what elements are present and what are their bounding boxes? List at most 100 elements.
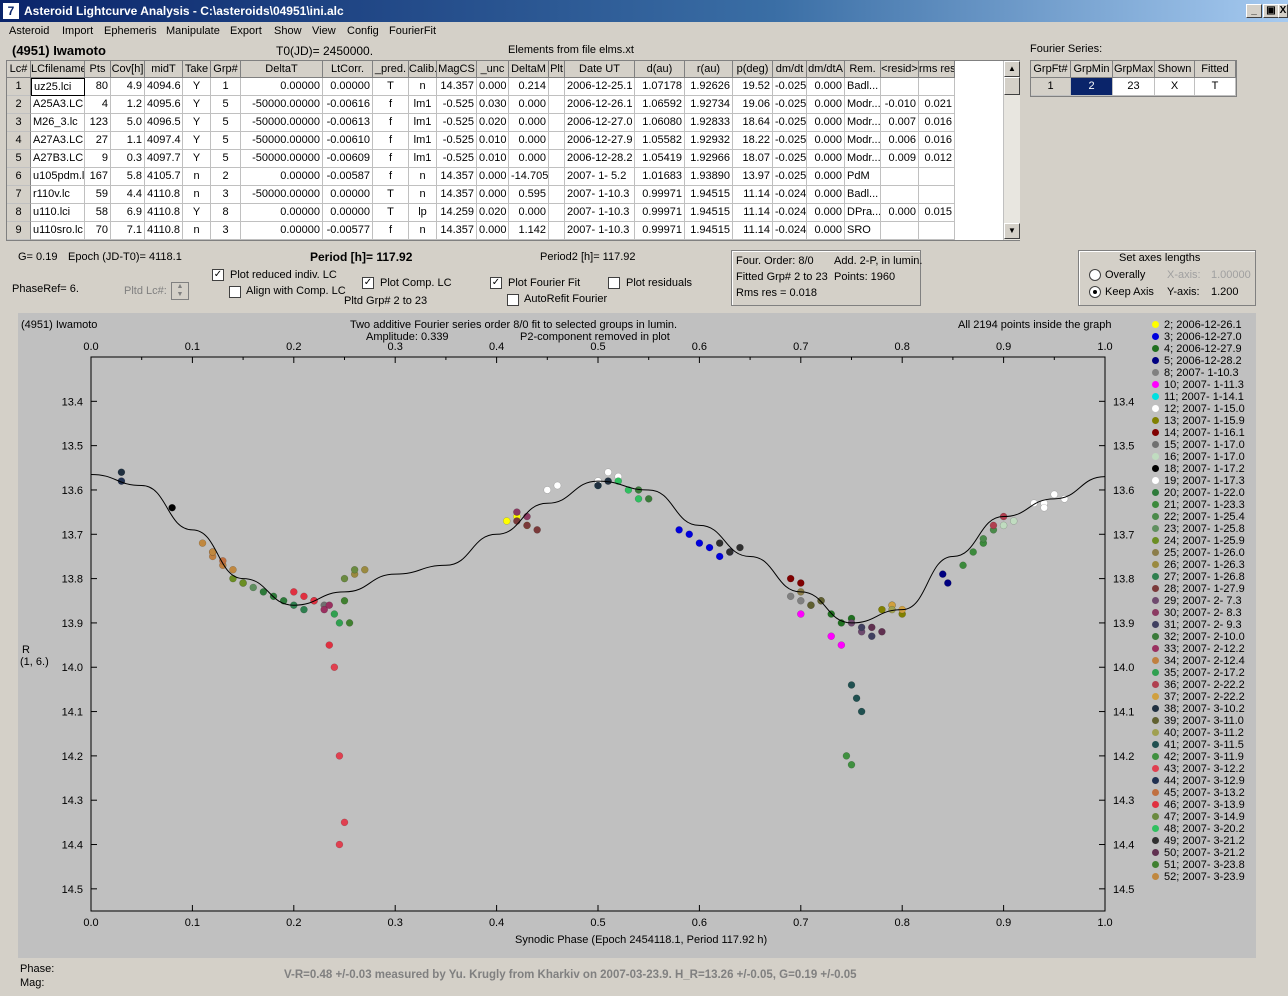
- table-cell: -0.025: [773, 150, 807, 168]
- table-cell: Modr...: [845, 96, 881, 114]
- table-cell: 1.92626: [685, 78, 733, 96]
- table-header-17[interactable]: r(au): [685, 61, 733, 78]
- menu-view[interactable]: View: [312, 25, 336, 37]
- legend-label: 52; 2007- 3-23.9: [1164, 871, 1245, 883]
- table-header-15[interactable]: Date UT: [565, 61, 635, 78]
- fourier-cell[interactable]: X: [1155, 78, 1195, 96]
- autorefit-label: AutoRefit Fourier: [524, 293, 608, 305]
- fourier-header-0[interactable]: GrpFt#: [1031, 61, 1071, 78]
- four-points: Points: 1960: [834, 271, 896, 283]
- table-header-21[interactable]: Rem.: [845, 61, 881, 78]
- x-axis-value[interactable]: 1.00000: [1211, 269, 1251, 281]
- maximize-button[interactable]: ▣: [1263, 4, 1279, 18]
- plot-fourier-checkbox[interactable]: ✓: [490, 277, 502, 289]
- legend-label: 39; 2007- 3-11.0: [1164, 715, 1244, 727]
- table-cell: 0.020: [477, 114, 509, 132]
- table-header-14[interactable]: Plt: [549, 61, 565, 78]
- data-point: [644, 495, 653, 503]
- table-row-header[interactable]: 7: [7, 186, 31, 204]
- table-row-header[interactable]: 1: [7, 78, 31, 96]
- table-header-19[interactable]: dm/dt: [773, 61, 807, 78]
- menu-show[interactable]: Show: [274, 25, 302, 37]
- table-header-3[interactable]: Cov[h]: [111, 61, 145, 78]
- data-point: [786, 592, 795, 601]
- table-header-0[interactable]: Lc#: [7, 61, 31, 78]
- table-header-23[interactable]: rms res: [919, 61, 955, 78]
- plot-residuals-checkbox[interactable]: [608, 277, 620, 289]
- align-checkbox[interactable]: [229, 286, 241, 298]
- menu-fourierfit[interactable]: FourierFit: [389, 25, 437, 37]
- table-header-22[interactable]: <resid>: [881, 61, 919, 78]
- fourier-cell[interactable]: T: [1195, 78, 1236, 96]
- table-cell: u105pdm.lc: [31, 168, 85, 186]
- data-point: [340, 818, 349, 827]
- minimize-button[interactable]: _: [1246, 4, 1262, 18]
- table-scrollbar[interactable]: ▲ ▼: [1003, 61, 1020, 240]
- menu-config[interactable]: Config: [347, 25, 379, 37]
- fourier-header-3[interactable]: Shown: [1155, 61, 1195, 78]
- table-header-6[interactable]: Grp#: [211, 61, 241, 78]
- table-header-2[interactable]: Pts: [85, 61, 111, 78]
- table-header-20[interactable]: dm/dtA: [807, 61, 845, 78]
- table-cell: -50000.00000: [241, 150, 323, 168]
- fourier-header-2[interactable]: GrpMax: [1113, 61, 1155, 78]
- overally-radio[interactable]: [1089, 269, 1101, 281]
- y-axis-value[interactable]: 1.200: [1211, 286, 1239, 298]
- lightcurve-plot[interactable]: 0.0 0.0 0.1 0.1 0.2 0.2 0.3 0.3 0.4 0.4 0.5 0.5 0.6 0…: [18, 313, 1256, 958]
- fourier-cell[interactable]: 1: [1031, 78, 1071, 96]
- table-cell: 2006-12-27.0: [565, 114, 635, 132]
- lightcurve-table[interactable]: Lc# LCfilename Pts Cov[h] midT Take Grp# DeltaT…: [6, 60, 1020, 241]
- table-cell: 0.000: [509, 132, 549, 150]
- table-header-1[interactable]: LCfilename: [31, 61, 85, 78]
- table-row-header[interactable]: 6: [7, 168, 31, 186]
- autorefit-checkbox[interactable]: [507, 294, 519, 306]
- fourier-cell[interactable]: 23: [1113, 78, 1155, 96]
- table-header-7[interactable]: DeltaT: [241, 61, 323, 78]
- fourier-header-4[interactable]: Fitted: [1195, 61, 1236, 78]
- table-cell: 0.010: [477, 132, 509, 150]
- table-header-9[interactable]: _pred.: [373, 61, 409, 78]
- menu-export[interactable]: Export: [230, 25, 262, 37]
- table-header-18[interactable]: p(deg): [733, 61, 773, 78]
- scroll-up-button[interactable]: ▲: [1004, 61, 1020, 77]
- table-cell: T: [373, 186, 409, 204]
- table-row-header[interactable]: 9: [7, 222, 31, 240]
- x-tick-label-bottom: 0.1: [185, 917, 200, 929]
- table-row-header[interactable]: 3: [7, 114, 31, 132]
- menu-manipulate[interactable]: Manipulate: [166, 25, 220, 37]
- scroll-thumb[interactable]: [1004, 77, 1020, 95]
- close-button[interactable]: X: [1278, 4, 1288, 18]
- table-header-4[interactable]: midT: [145, 61, 183, 78]
- legend-swatch: [1152, 861, 1159, 868]
- table-cell: SRO: [845, 222, 881, 240]
- table-header-12[interactable]: _unc: [477, 61, 509, 78]
- table-cell: [549, 186, 565, 204]
- table-cell: -0.024: [773, 186, 807, 204]
- fourier-header-1[interactable]: GrpMin: [1071, 61, 1113, 78]
- legend-item: 26; 2007- 1-26.3: [1152, 559, 1245, 571]
- menu-asteroid[interactable]: Asteroid: [9, 25, 50, 37]
- plot-reduced-checkbox[interactable]: ✓: [212, 269, 224, 281]
- menu-import[interactable]: Import: [62, 25, 94, 37]
- table-header-16[interactable]: d(au): [635, 61, 685, 78]
- legend-swatch: [1152, 777, 1159, 784]
- table-row-header[interactable]: 2: [7, 96, 31, 114]
- table-header-13[interactable]: DeltaM: [509, 61, 549, 78]
- table-header-8[interactable]: LtCorr.: [323, 61, 373, 78]
- table-row-header[interactable]: 5: [7, 150, 31, 168]
- fourier-cell[interactable]: 2: [1071, 78, 1113, 96]
- menu-ephemeris[interactable]: Ephemeris: [104, 25, 157, 37]
- legend-label: 48; 2007- 3-20.2: [1164, 823, 1245, 835]
- legend-label: 45; 2007- 3-13.2: [1164, 787, 1245, 799]
- table-cell: 19.52: [733, 78, 773, 96]
- scroll-down-button[interactable]: ▼: [1004, 223, 1020, 239]
- table-row-header[interactable]: 8: [7, 204, 31, 222]
- fourier-series-table[interactable]: GrpFt# 1 GrpMin 2 GrpMax 23 Shown X Fitted T: [1030, 60, 1237, 97]
- table-header-10[interactable]: Calib.: [409, 61, 437, 78]
- table-header-11[interactable]: MagCS: [437, 61, 477, 78]
- table-header-5[interactable]: Take: [183, 61, 211, 78]
- pltd-lc-spinner[interactable]: ▲ ▼: [171, 282, 189, 300]
- plot-comp-checkbox[interactable]: ✓: [362, 277, 374, 289]
- keep-axis-radio[interactable]: [1089, 286, 1101, 298]
- table-row-header[interactable]: 4: [7, 132, 31, 150]
